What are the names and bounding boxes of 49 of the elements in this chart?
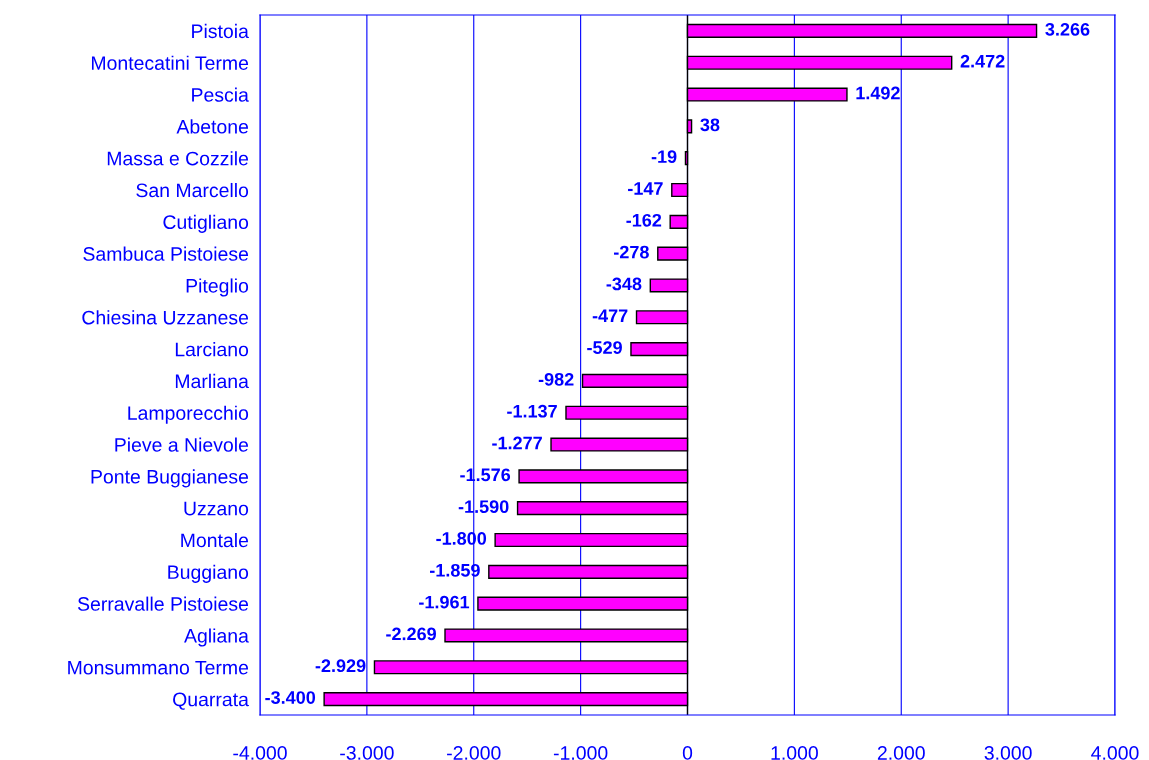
- y-tick-label: Agliana: [184, 628, 249, 647]
- data-label: 3.266: [1045, 22, 1090, 36]
- x-tick-label: -4.000: [233, 746, 287, 760]
- y-tick-label: Cutigliano: [163, 214, 249, 233]
- x-tick-label: 1.000: [771, 746, 818, 760]
- y-tick-label: Uzzano: [184, 501, 249, 516]
- data-label: -162: [626, 213, 662, 227]
- y-tick-label: Marliana: [175, 373, 249, 389]
- data-label: 2.472: [960, 54, 1005, 68]
- y-tick-label: Massa e Cozzile: [107, 151, 249, 166]
- y-tick-label: Pescia: [192, 87, 249, 102]
- y-tick-label: Chiesina Uzzanese: [82, 310, 249, 325]
- data-label: -348: [606, 277, 642, 291]
- y-tick-label: Monsummano Terme: [68, 660, 249, 675]
- x-tick-label: 4.000: [1091, 746, 1139, 760]
- y-tick-label: Montecatini Terme: [91, 55, 249, 70]
- x-tick-label: -3.000: [340, 746, 394, 760]
- x-tick-label: 2.000: [877, 746, 925, 760]
- data-label: -529: [587, 341, 622, 354]
- data-label: -1.961: [419, 595, 470, 609]
- data-label: -278: [614, 245, 649, 259]
- x-tick-label: -1.000: [553, 746, 608, 760]
- x-tick-label: 0: [682, 746, 693, 760]
- y-tick-label: Sambuca Pistoiese: [83, 246, 249, 261]
- x-tick-label: -2.000: [447, 746, 501, 760]
- y-tick-label: Quarrata: [173, 692, 249, 710]
- y-tick-label: Piteglio: [186, 278, 249, 297]
- data-label: -982: [538, 372, 574, 386]
- data-label: -1.137: [507, 404, 557, 418]
- data-label: -1.277: [492, 436, 542, 450]
- y-tick-label: Serravalle Pistoiese: [77, 596, 249, 611]
- y-tick-label: Abetone: [176, 119, 249, 134]
- data-label: 38: [700, 118, 720, 132]
- y-tick-label: Pieve a Nievole: [115, 437, 249, 452]
- y-tick-label: Lamporecchio: [128, 405, 249, 424]
- data-label: -2.269: [386, 627, 436, 641]
- data-label: -2.929: [315, 659, 366, 673]
- y-tick-label: Larciano: [175, 342, 249, 357]
- y-tick-label: Buggiano: [168, 564, 249, 583]
- data-label: 1.492: [856, 86, 900, 100]
- x-tick-label: 3.000: [984, 746, 1032, 760]
- y-tick-label: San Marcello: [136, 182, 249, 198]
- data-label: -19: [651, 150, 677, 164]
- data-label: -3.400: [265, 691, 316, 704]
- y-tick-label: Ponte Buggianese: [91, 469, 249, 488]
- data-label: -147: [628, 182, 663, 195]
- y-tick-label: Pistoia: [192, 23, 249, 39]
- y-tick-label: Montale: [181, 532, 249, 548]
- data-label: -477: [592, 309, 628, 322]
